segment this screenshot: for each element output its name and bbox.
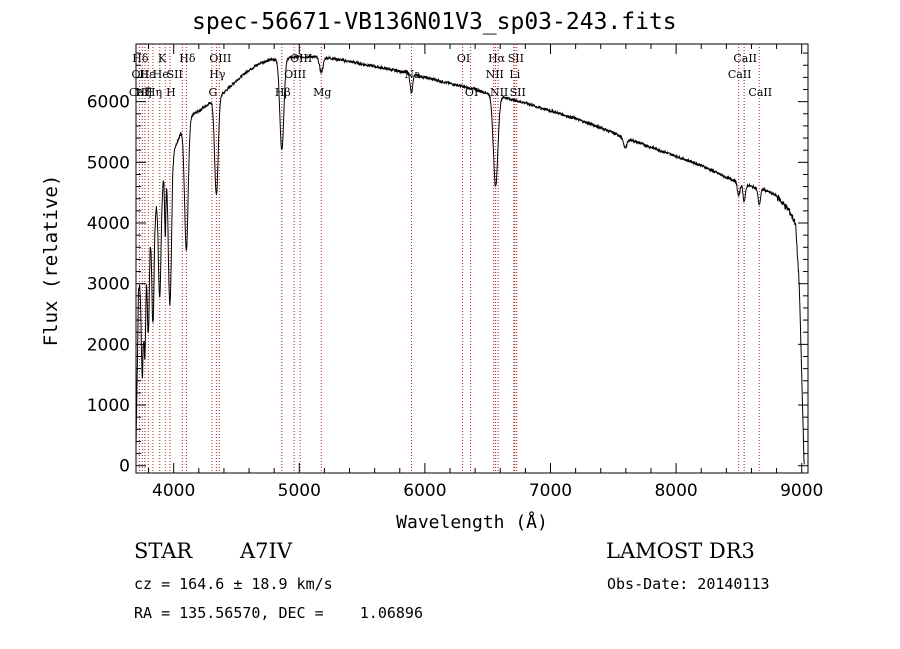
y-axis: 0 1000 2000 3000 4000 5000 6000 (87, 52, 808, 477)
line-label-18: Na (404, 68, 421, 81)
line-label-10: Hδ (179, 52, 196, 65)
coordinates: RA = 135.56570, DEC = 1.06896 (134, 604, 423, 622)
y-tick-label: 3000 (87, 275, 130, 295)
line-label-6: K (158, 52, 167, 65)
line-label-13: G (208, 86, 217, 99)
line-label-29: CaII (748, 86, 772, 99)
chart-title: spec-56671-VB136N01V3_sp03-243.fits (192, 9, 677, 35)
line-label-7: He (153, 68, 169, 81)
line-label-1: OII (132, 68, 150, 81)
line-label-2: CaII (129, 86, 153, 99)
line-label-5: Hη (146, 86, 162, 99)
line-label-19: OI (457, 52, 470, 65)
x-axis: 4000 5000 6000 7000 8000 9000 (148, 44, 823, 501)
observation-date: Obs-Date: 20140113 (607, 575, 770, 593)
x-tick-label: 7000 (529, 481, 572, 501)
line-label-17: Mg (313, 86, 331, 99)
x-tick-label: 9000 (780, 481, 823, 501)
line-label-28: CaII (728, 68, 752, 81)
line-label-23: NII (490, 86, 508, 99)
line-label-9: H (166, 86, 176, 99)
line-label-21: Hα (488, 52, 506, 65)
y-tick-label: 0 (119, 457, 130, 477)
line-label-0: Hδ (132, 52, 149, 65)
line-label-26: SII (510, 86, 526, 99)
y-tick-label: 1000 (87, 396, 130, 416)
redshift-value: cz = 164.6 ± 18.9 km/s (134, 575, 333, 593)
x-tick-label: 8000 (654, 481, 697, 501)
line-label-22: NII (486, 68, 504, 81)
line-label-11: OIII (209, 52, 231, 65)
line-label-4: Hε (139, 68, 155, 81)
y-tick-label: 6000 (87, 93, 130, 113)
line-label-8: SII (167, 68, 183, 81)
line-label-24: SII (508, 52, 524, 65)
line-markers (138, 44, 760, 473)
x-tick-label: 4000 (152, 481, 195, 501)
line-label-16: Hβ (275, 86, 291, 99)
line-label-12: Hγ (209, 68, 226, 81)
x-axis-label: Wavelength (Å) (396, 511, 548, 533)
survey-name: LAMOST DR3 (606, 539, 755, 563)
y-tick-label: 4000 (87, 214, 130, 234)
line-label-25: Li (509, 68, 520, 81)
object-class: STAR (134, 539, 193, 563)
line-label-27: CaII (733, 52, 757, 65)
x-tick-label: 5000 (278, 481, 321, 501)
x-tick-label: 6000 (403, 481, 446, 501)
spectral-subclass: A7IV (240, 539, 292, 563)
spectrum-line (135, 53, 805, 465)
plot-frame (135, 43, 809, 474)
spectrum-series (135, 53, 805, 465)
y-axis-label: Flux (relative) (40, 175, 62, 347)
line-label-15: OIII (284, 68, 306, 81)
y-tick-label: 2000 (87, 335, 130, 355)
y-tick-label: 5000 (87, 153, 130, 173)
